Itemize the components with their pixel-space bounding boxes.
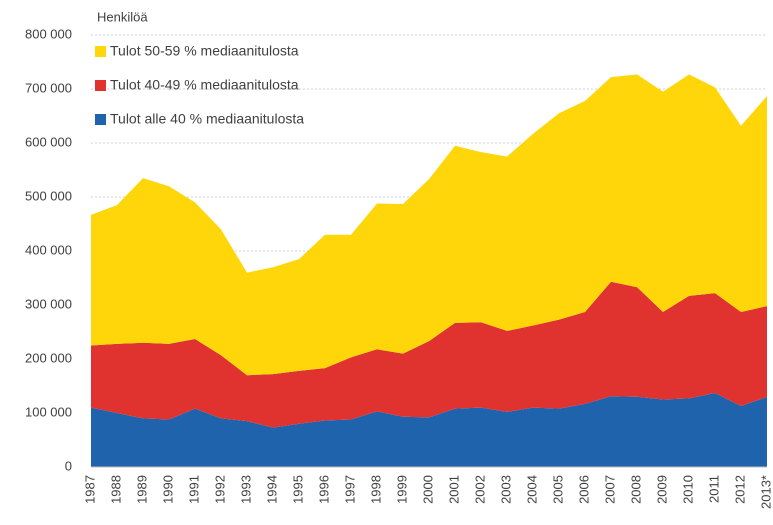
y-tick-label: 200 000 [25, 350, 72, 365]
x-tick-label: 2000 [420, 475, 435, 504]
x-tick-label: 2004 [524, 475, 539, 504]
y-tick-label: 800 000 [25, 26, 72, 41]
x-tick-label: 1999 [394, 475, 409, 504]
y-tick-label: 400 000 [25, 242, 72, 257]
x-tick-label: 2003 [498, 475, 513, 504]
x-tick-label: 1988 [108, 475, 123, 504]
area [91, 393, 767, 467]
y-tick-label: 100 000 [25, 404, 72, 419]
y-tick-label: 500 000 [25, 188, 72, 203]
x-tick-label: 2011 [706, 475, 721, 503]
x-tick-label: 2008 [628, 475, 643, 504]
x-tick-label: 2012 [732, 475, 747, 504]
x-tick-label: 1991 [186, 475, 201, 504]
area [91, 281, 767, 428]
x-tick-label: 2007 [602, 475, 617, 504]
x-tick-label: 1994 [264, 475, 279, 504]
x-tick-label: 1998 [368, 475, 383, 504]
x-tick-label: 2010 [680, 475, 695, 504]
x-tick-label: 1997 [342, 475, 357, 504]
x-tick-label: 1989 [134, 475, 149, 504]
x-tick-label: 1993 [238, 475, 253, 504]
legend-swatch [95, 114, 106, 125]
y-tick-label: 0 [65, 458, 72, 473]
x-tick-label: 1987 [82, 475, 97, 504]
x-tick-label: 2005 [550, 475, 565, 504]
legend-swatch [95, 80, 106, 91]
area [91, 74, 767, 376]
x-tick-label: 2002 [472, 475, 487, 504]
x-tick-label: 2009 [654, 475, 669, 504]
x-tick-label: 2006 [576, 475, 591, 504]
x-tick-label: 2001 [446, 475, 461, 504]
legend-label: Tulot 40-49 % mediaanitulosta [110, 77, 299, 93]
y-tick-label: 300 000 [25, 296, 72, 311]
legend-label: Tulot alle 40 % mediaanitulosta [110, 111, 304, 127]
x-tick-label: 1990 [160, 475, 175, 504]
y-tick-label: 700 000 [25, 80, 72, 95]
y-tick-label: 600 000 [25, 134, 72, 149]
legend-label: Tulot 50-59 % mediaanitulosta [110, 43, 299, 59]
y-axis-label: Henkilöä [97, 9, 148, 24]
x-tick-label: 1995 [290, 475, 305, 504]
legend-swatch [95, 46, 106, 57]
x-tick-label: 1996 [316, 475, 331, 504]
x-tick-label: 1992 [212, 475, 227, 504]
x-tick-label: 2013* [758, 475, 773, 509]
